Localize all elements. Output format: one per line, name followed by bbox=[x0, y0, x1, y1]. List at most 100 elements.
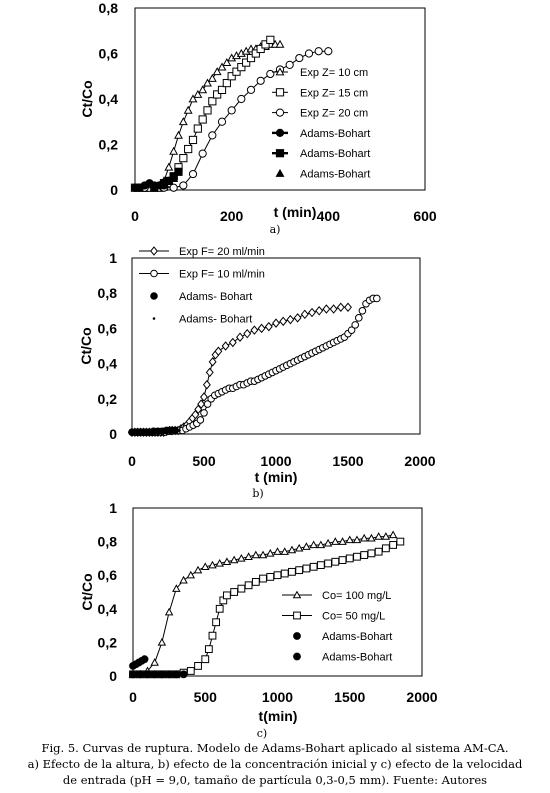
y-tick-label: 0,8 bbox=[98, 285, 118, 301]
data-point bbox=[256, 76, 265, 85]
data-point bbox=[237, 94, 246, 104]
data-point bbox=[183, 105, 193, 114]
data-point bbox=[246, 85, 256, 95]
legend-label: Exp F= 10 ml/min bbox=[179, 269, 265, 281]
y-axis-title: Ct/Co bbox=[79, 80, 95, 117]
series-line bbox=[132, 298, 377, 433]
data-point bbox=[237, 553, 246, 562]
x-axis-title: t(min) bbox=[259, 708, 298, 724]
data-point bbox=[201, 562, 210, 571]
data-point bbox=[135, 430, 138, 434]
data-point bbox=[179, 670, 188, 679]
legend-label: Exp Z= 20 cm bbox=[300, 108, 368, 120]
legend-marker bbox=[293, 632, 301, 640]
data-point bbox=[130, 430, 134, 434]
legend-marker bbox=[275, 67, 285, 76]
data-point bbox=[309, 562, 318, 571]
data-point bbox=[140, 655, 149, 664]
data-point bbox=[205, 367, 214, 378]
data-point bbox=[242, 58, 251, 67]
legend-marker bbox=[150, 292, 158, 300]
legend-label: Exp F= 20 ml/min bbox=[179, 246, 265, 258]
chart-panel-2: 0 0,2 0,4 0,6 0,8 1 0 500 1000 1500 2000 t (min) Ct/… bbox=[78, 246, 436, 500]
y-tick-label: 0,4 bbox=[98, 356, 118, 372]
data-point bbox=[158, 670, 166, 679]
data-point bbox=[222, 557, 232, 565]
data-point bbox=[165, 430, 168, 433]
data-point bbox=[331, 537, 340, 545]
figure-caption-line-3: de entrada (pH = 9,0, tamaño de partícul… bbox=[62, 773, 488, 787]
data-point bbox=[294, 543, 304, 552]
data-point bbox=[353, 552, 361, 561]
data-point bbox=[374, 547, 383, 556]
data-point bbox=[217, 117, 227, 126]
y-tick-label: 0,6 bbox=[98, 320, 118, 336]
data-point bbox=[207, 73, 217, 82]
y-tick-label: 0,4 bbox=[98, 601, 118, 617]
y-tick-label: 0,2 bbox=[98, 391, 118, 407]
y-axis-title: Ct/Co bbox=[79, 573, 95, 610]
legend-marker bbox=[292, 590, 302, 599]
legend-marker bbox=[275, 149, 285, 158]
data-point bbox=[217, 85, 227, 95]
data-point bbox=[373, 294, 381, 303]
data-point bbox=[203, 400, 212, 408]
series-3 bbox=[130, 47, 333, 192]
data-point bbox=[331, 557, 340, 566]
data-point bbox=[293, 313, 302, 323]
panel-label: c) bbox=[257, 727, 267, 740]
data-point bbox=[236, 332, 244, 342]
data-point bbox=[186, 570, 196, 579]
data-point bbox=[360, 551, 369, 559]
data-point bbox=[228, 337, 237, 348]
legend-label: Adams-Bohart bbox=[322, 652, 392, 664]
data-point bbox=[275, 39, 285, 48]
data-point bbox=[169, 146, 179, 155]
legend: Exp Z= 10 cm Exp Z= 15 cm Exp Z= 20 cm Adam… bbox=[272, 67, 370, 181]
data-point bbox=[139, 430, 142, 434]
data-point bbox=[164, 607, 174, 616]
data-point bbox=[230, 588, 239, 596]
y-tick-label: 0 bbox=[110, 182, 118, 198]
data-point bbox=[188, 94, 198, 103]
data-point bbox=[179, 154, 188, 163]
chart-panel-3: 0 0,2 0,4 0,6 0,8 1 0 500 1000 1500 2000 t(min) Ct/C… bbox=[79, 500, 438, 740]
data-point bbox=[193, 89, 203, 98]
chart-panel-1: 0 0,2 0,4 0,6 0,8 0 200 400 600 t (min) Ct/Co a) Exp… bbox=[79, 0, 437, 236]
plot-frame bbox=[134, 7, 426, 191]
data-point bbox=[152, 430, 155, 434]
y-tick-label: 0,6 bbox=[99, 46, 119, 62]
data-point bbox=[172, 670, 181, 679]
series-4 bbox=[130, 429, 181, 434]
data-point bbox=[359, 533, 369, 542]
data-point bbox=[336, 302, 345, 313]
data-point bbox=[223, 591, 231, 600]
data-point bbox=[338, 556, 347, 564]
data-point bbox=[266, 572, 275, 581]
data-point bbox=[198, 115, 207, 124]
series-2 bbox=[130, 35, 275, 192]
data-point bbox=[250, 325, 259, 335]
data-point bbox=[208, 560, 217, 569]
data-point bbox=[273, 571, 282, 580]
legend-marker bbox=[293, 652, 301, 661]
data-point bbox=[227, 72, 236, 81]
series-line bbox=[132, 306, 348, 433]
data-point bbox=[169, 429, 173, 432]
data-point bbox=[173, 429, 177, 432]
data-point bbox=[257, 323, 266, 334]
data-point bbox=[367, 533, 376, 542]
data-point bbox=[213, 90, 222, 99]
data-point bbox=[316, 561, 325, 570]
data-point bbox=[200, 409, 208, 417]
x-tick-label: 0 bbox=[131, 208, 139, 224]
data-point bbox=[129, 670, 137, 679]
data-point bbox=[197, 399, 206, 409]
data-point bbox=[178, 429, 181, 432]
data-point bbox=[169, 183, 178, 192]
data-point bbox=[169, 173, 179, 183]
legend-marker bbox=[293, 611, 301, 620]
data-point bbox=[203, 106, 212, 115]
legend-marker bbox=[150, 246, 158, 256]
x-tick-label: 600 bbox=[413, 208, 437, 224]
